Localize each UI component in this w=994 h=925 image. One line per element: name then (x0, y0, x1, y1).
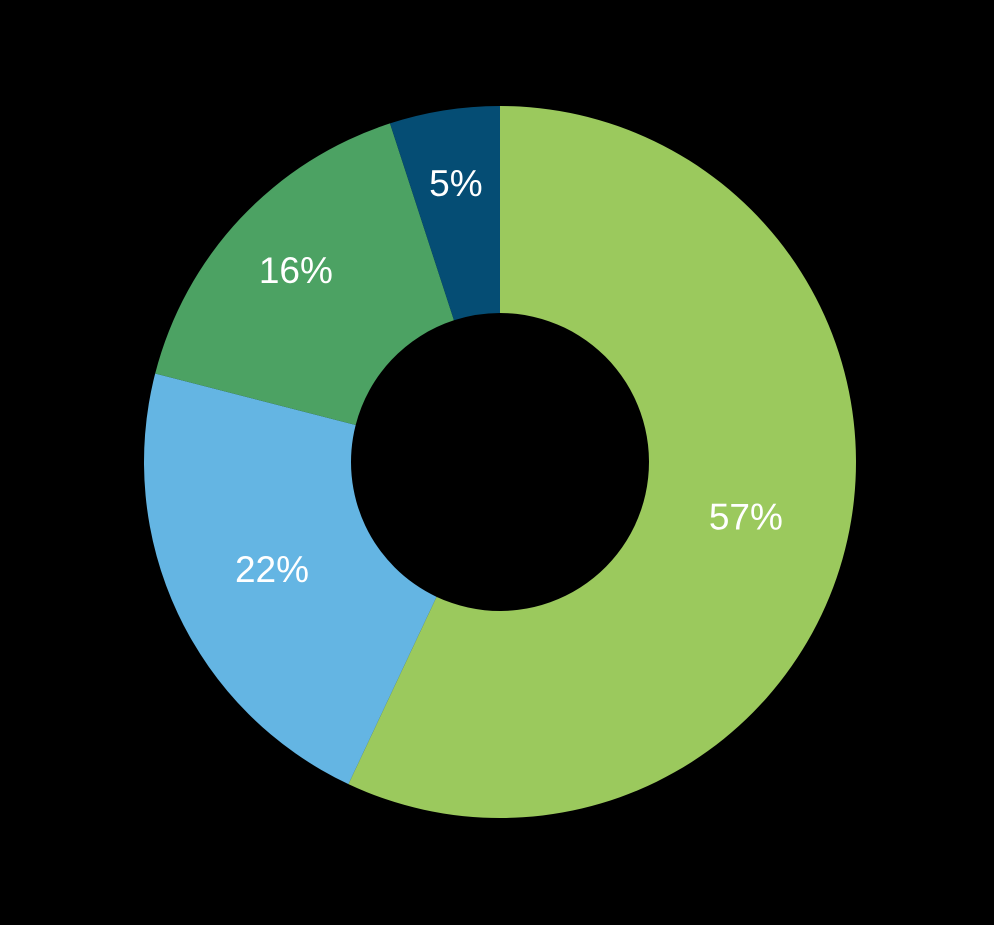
slice-label-16: 16% (259, 250, 333, 291)
donut-slice-5 (389, 106, 500, 321)
donut-slice-57 (348, 106, 856, 818)
donut-slice-22 (143, 373, 437, 785)
slice-label-22: 22% (235, 549, 309, 590)
slice-label-57: 57% (709, 497, 783, 538)
donut-slice-16 (155, 123, 454, 425)
slice-label-5: 5% (429, 163, 482, 204)
